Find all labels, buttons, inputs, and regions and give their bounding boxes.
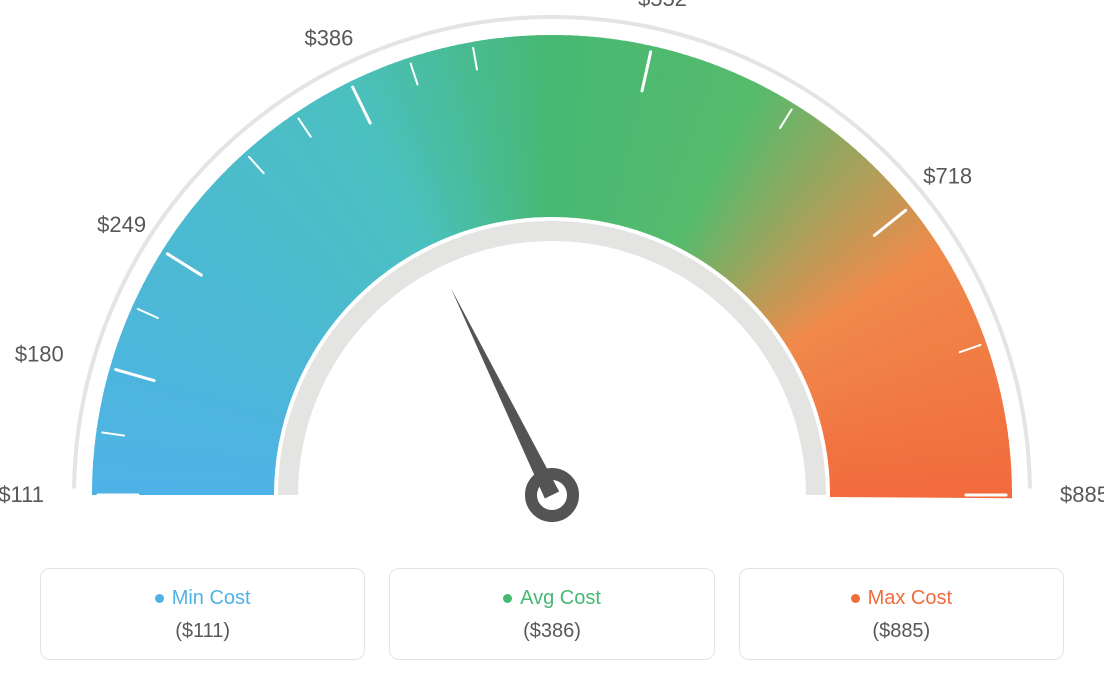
svg-text:$552: $552 [638, 0, 687, 11]
svg-text:$718: $718 [923, 163, 972, 188]
legend-title-max: Max Cost [851, 587, 952, 610]
dot-icon [851, 594, 860, 603]
svg-text:$386: $386 [304, 26, 353, 51]
svg-text:$885: $885 [1060, 482, 1104, 507]
legend-card-min: Min Cost ($111) [40, 568, 365, 660]
legend-value-max: ($885) [750, 620, 1053, 643]
legend-row: Min Cost ($111) Avg Cost ($386) Max Cost… [40, 568, 1064, 660]
svg-text:$180: $180 [15, 342, 64, 367]
legend-card-max: Max Cost ($885) [739, 568, 1064, 660]
dot-icon [503, 594, 512, 603]
legend-title-text: Max Cost [868, 587, 952, 610]
legend-value-avg: ($386) [400, 620, 703, 643]
cost-gauge-widget: $111 $180 $249 $386 $552 $718 $885 Min Cost ($… [0, 0, 1104, 690]
svg-text:$111: $111 [0, 482, 44, 507]
legend-title-avg: Avg Cost [503, 587, 601, 610]
legend-title-min: Min Cost [155, 587, 251, 610]
gauge-svg: $111 $180 $249 $386 $552 $718 $885 [0, 0, 1104, 540]
legend-value-min: ($111) [51, 620, 354, 643]
legend-card-avg: Avg Cost ($386) [389, 568, 714, 660]
legend-title-text: Avg Cost [520, 587, 601, 610]
legend-title-text: Min Cost [172, 587, 251, 610]
svg-text:$249: $249 [97, 212, 146, 237]
dot-icon [155, 594, 164, 603]
gauge-chart: $111 $180 $249 $386 $552 $718 $885 [0, 0, 1104, 540]
